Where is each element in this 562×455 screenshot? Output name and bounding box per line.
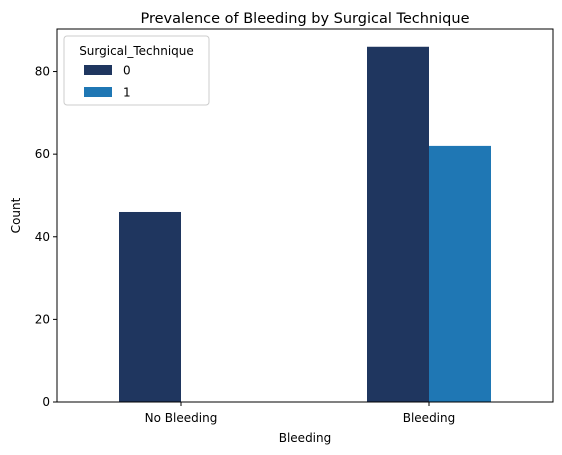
plot-frame	[56, 28, 554, 403]
legend-title: Surgical_Technique	[79, 44, 194, 58]
bar-series-0-0	[119, 211, 181, 402]
legend-swatch-1	[84, 87, 112, 97]
legend-swatch-0	[84, 65, 112, 75]
y-tick-label: 80	[35, 65, 50, 79]
x-tick-label: No Bleeding	[145, 411, 218, 425]
legend-label-1: 1	[123, 86, 131, 100]
bar-series-0-1	[367, 46, 429, 403]
y-tick-label: 60	[35, 147, 50, 161]
x-tick-label: Bleeding	[403, 411, 456, 425]
chart-title: Prevalence of Bleeding by Surgical Techn…	[140, 11, 469, 27]
y-tick-label: 20	[35, 312, 50, 326]
x-axis-label: Bleeding	[279, 431, 332, 445]
x-axis: No Bleeding Bleeding	[145, 402, 456, 425]
y-axis-label: Count	[9, 197, 23, 233]
bar-series-1-1	[429, 145, 491, 402]
y-axis: 0 20 40 60 80	[35, 65, 57, 409]
legend: Surgical_Technique 0 1	[63, 35, 210, 106]
y-tick-label: 0	[42, 395, 50, 409]
y-tick-label: 40	[35, 230, 50, 244]
bars-group	[119, 46, 491, 403]
legend-label-0: 0	[123, 64, 131, 78]
